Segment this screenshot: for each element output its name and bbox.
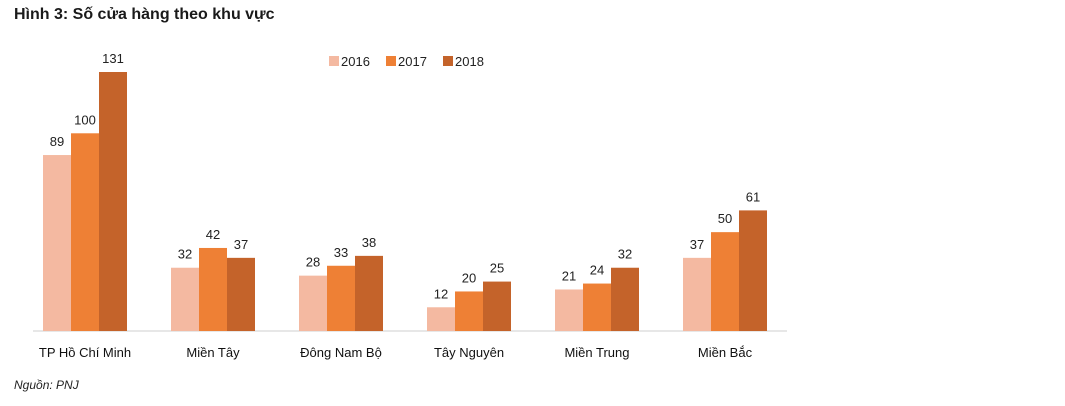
bar-2017-0 [71, 133, 99, 331]
bar-2016-2 [299, 275, 327, 331]
legend-swatch-2016 [329, 56, 339, 66]
data-label-2018-0: 131 [102, 51, 124, 66]
data-label-2018-1: 37 [234, 237, 248, 252]
legend-swatch-2017 [386, 56, 396, 66]
data-label-2017-5: 50 [718, 211, 732, 226]
category-label-4: Miền Trung [564, 345, 629, 360]
bar-2017-2 [327, 265, 355, 331]
category-label-5: Miền Bắc [698, 345, 753, 360]
bar-2016-5 [683, 257, 711, 331]
legend-label-2017: 2017 [398, 54, 427, 69]
bar-2018-0 [99, 72, 127, 331]
data-label-2018-5: 61 [746, 189, 760, 204]
data-label-2017-1: 42 [206, 227, 220, 242]
data-label-2018-4: 32 [618, 247, 632, 262]
bar-2018-5 [739, 210, 767, 331]
legend-label-2016: 2016 [341, 54, 370, 69]
data-label-2016-1: 32 [178, 247, 192, 262]
category-label-3: Tây Nguyên [434, 345, 504, 360]
bar-2016-0 [43, 155, 71, 331]
bar-2017-4 [583, 283, 611, 331]
data-label-2017-3: 20 [462, 270, 476, 285]
data-label-2017-4: 24 [590, 263, 604, 278]
bar-2017-3 [455, 291, 483, 331]
bar-2018-2 [355, 255, 383, 331]
legend-swatch-2018 [443, 56, 453, 66]
bar-2016-3 [427, 307, 455, 331]
data-label-2016-3: 12 [434, 286, 448, 301]
data-label-2018-2: 38 [362, 235, 376, 250]
legend: 2016 2017 2018 [329, 54, 484, 69]
data-label-2016-4: 21 [562, 268, 576, 283]
data-label-2016-5: 37 [690, 237, 704, 252]
data-label-2017-0: 100 [74, 112, 96, 127]
legend-label-2018: 2018 [455, 54, 484, 69]
category-label-2: Đông Nam Bộ [300, 345, 382, 360]
bar-2018-4 [611, 267, 639, 331]
data-label-2018-3: 25 [490, 261, 504, 276]
bar-2016-4 [555, 289, 583, 331]
chart-title: Hình 3: Số cửa hàng theo khu vực [14, 6, 275, 23]
category-labels: TP Hồ Chí Minh Miền Tây Đông Nam Bộ Tây Ngu… [39, 345, 753, 360]
data-label-2017-2: 33 [334, 245, 348, 260]
bar-2017-5 [711, 232, 739, 331]
source-note: Nguồn: PNJ [14, 378, 79, 392]
data-label-2016-2: 28 [306, 255, 320, 270]
bars-group: 89 100 131 32 42 37 28 33 38 12 20 25 21 24 32 37 50 61 [43, 51, 767, 331]
category-label-0: TP Hồ Chí Minh [39, 345, 131, 360]
bar-2016-1 [171, 267, 199, 331]
category-label-1: Miền Tây [186, 345, 240, 360]
data-label-2016-0: 89 [50, 134, 64, 149]
bar-2018-3 [483, 281, 511, 331]
bar-2018-1 [227, 257, 255, 331]
bar-2017-1 [199, 247, 227, 331]
